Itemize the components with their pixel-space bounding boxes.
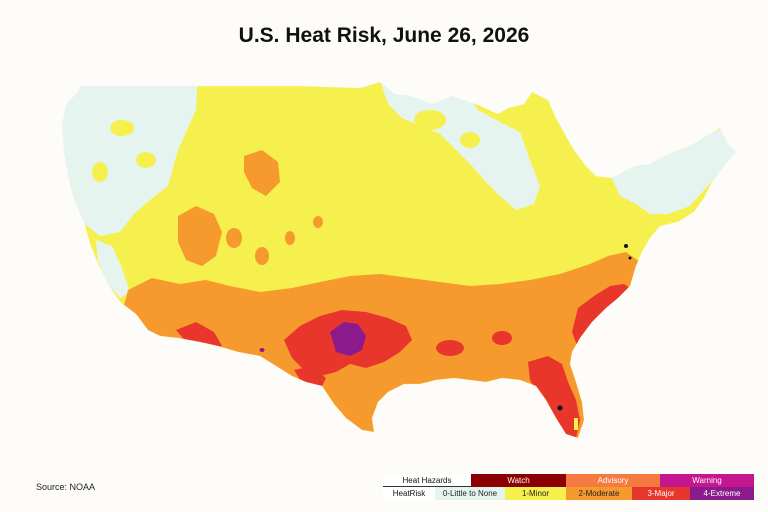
nevada-moderate-zone [178,206,222,266]
legend-level-4: 4-Extreme [690,487,754,500]
new-england-low-risk-zone [612,126,736,214]
montana-moderate-zone [244,150,280,196]
map-title: U.S. Heat Risk, June 26, 2026 [238,24,530,47]
texas-coast-major-zone [294,366,326,390]
extreme-risk-zone [330,322,366,356]
legend-level-0: 0-Little to None [435,487,505,500]
legend-level-3: 3-Major [632,487,690,500]
legend: Heat Hazards Watch Advisory Warning Heat… [383,474,754,500]
heat-risk-row: HeatRisk 0-Little to None 1-Minor 2-Mode… [383,487,754,500]
heat-hazards-row: Heat Hazards Watch Advisory Warning [383,474,754,487]
legend-watch: Watch [471,474,566,487]
northwest-low-risk-zone [62,82,198,236]
heat-risk-label: HeatRisk [383,487,435,500]
florida-major-zone [528,356,580,438]
pacific-coast-low-risk-zone [96,240,130,298]
legend-level-2: 2-Moderate [566,487,632,500]
legend-warning: Warning [660,474,754,487]
heat-hazards-label: Heat Hazards [383,474,471,487]
legend-advisory: Advisory [566,474,660,487]
source-note: Source: NOAA [36,482,96,492]
legend-level-1: 1-Minor [505,487,566,500]
